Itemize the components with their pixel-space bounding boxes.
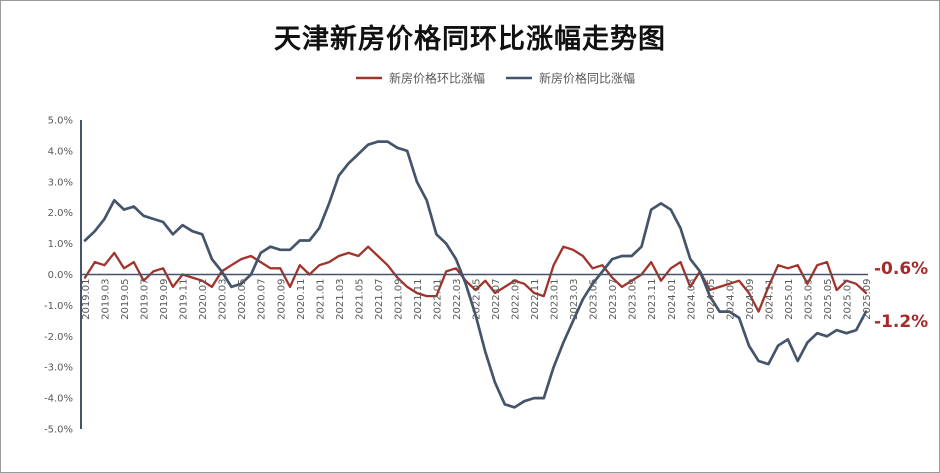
y-tick-label: 4.0% (48, 146, 73, 157)
x-tick-label: 2021.03 (335, 279, 346, 320)
end-labels: -0.6% -1.2% (874, 259, 928, 332)
x-tick-label: 2019.05 (120, 279, 131, 320)
x-tick-label: 2025.01 (784, 279, 795, 320)
x-tick-label: 2024.09 (745, 279, 756, 320)
x-tick-label: 2023.01 (550, 279, 561, 320)
x-tick-label: 2022.11 (530, 279, 541, 320)
series-line-yoy (83, 140, 868, 409)
y-tick-label: -5.0% (44, 425, 73, 436)
x-tick-label: 2023.05 (589, 279, 600, 320)
x-tick-label: 2024.03 (686, 279, 697, 320)
x-tick-label: 2022.07 (491, 279, 502, 320)
x-tick-label: 2019.07 (140, 279, 151, 320)
x-tick-label: 2023.09 (628, 279, 639, 320)
y-tick-label: -2.0% (44, 332, 73, 343)
x-tick-label: 2025.09 (862, 279, 873, 320)
x-tick-label: 2019.09 (159, 279, 170, 320)
x-tick-label: 2022.01 (432, 279, 443, 320)
legend-label: 新房价格环比涨幅 (389, 71, 485, 86)
y-tick-label: -4.0% (44, 394, 73, 405)
x-tick-label: 2020.11 (296, 279, 307, 320)
x-tick-label: 2021.11 (413, 279, 424, 320)
x-tick-label: 2024.11 (764, 279, 775, 320)
x-tick-label: 2019.01 (81, 279, 92, 320)
x-tick-label: 2020.03 (218, 279, 229, 320)
x-tick-label: 2024.01 (667, 279, 678, 320)
x-axis: 2019.01 2019.03 2019.05 2019.07 2019.09 2019.… (81, 273, 873, 320)
y-tick-label: 3.0% (48, 177, 73, 188)
x-tick-label: 2020.07 (257, 279, 268, 320)
x-tick-label: 2022.03 (452, 279, 463, 320)
x-tick-label: 2022.09 (511, 279, 522, 320)
x-tick-label: 2024.07 (725, 279, 736, 320)
y-tick-label: 2.0% (48, 208, 73, 219)
x-tick-label: 2020.01 (198, 279, 209, 320)
x-tick-label: 2021.09 (393, 279, 404, 320)
x-tick-label: 2025.05 (823, 279, 834, 320)
y-axis: 5.0% 4.0% 3.0% 2.0% 1.0% 0.0% -1.0% -2.0% -3.0% -… (44, 116, 82, 436)
x-tick-label: 2025.03 (803, 279, 814, 320)
x-tick-label: 2023.07 (608, 279, 619, 320)
x-tick-label: 2022.05 (472, 279, 483, 320)
x-tick-label: 2020.05 (237, 279, 248, 320)
y-tick-label: 0.0% (48, 270, 73, 281)
y-tick-label: 5.0% (48, 116, 73, 127)
y-tick-label: -3.0% (44, 363, 73, 374)
series-lines (83, 140, 868, 409)
x-tick-label: 2019.11 (179, 279, 190, 320)
x-tick-label: 2025.07 (842, 279, 853, 320)
series-line-mom (83, 245, 868, 313)
legend: 新房价格环比涨幅 新房价格同比涨幅 (356, 71, 635, 86)
y-tick-label: -1.0% (44, 301, 73, 312)
x-tick-label: 2020.09 (276, 279, 287, 320)
x-tick-label: 2021.05 (354, 279, 365, 320)
legend-label: 新房价格同比涨幅 (539, 71, 635, 86)
end-value-label: -1.2% (874, 312, 928, 332)
x-tick-label: 2019.03 (101, 279, 112, 320)
x-tick-label: 2023.11 (647, 279, 658, 320)
end-value-label: -0.6% (874, 259, 928, 279)
chart-title: 天津新房价格同环比涨幅走势图 (274, 24, 666, 55)
x-tick-label: 2024.05 (706, 279, 717, 320)
x-tick-label: 2021.07 (374, 279, 385, 320)
x-tick-label: 2023.03 (569, 279, 580, 320)
x-tick-label: 2021.01 (315, 279, 326, 320)
y-tick-label: 1.0% (48, 239, 73, 250)
